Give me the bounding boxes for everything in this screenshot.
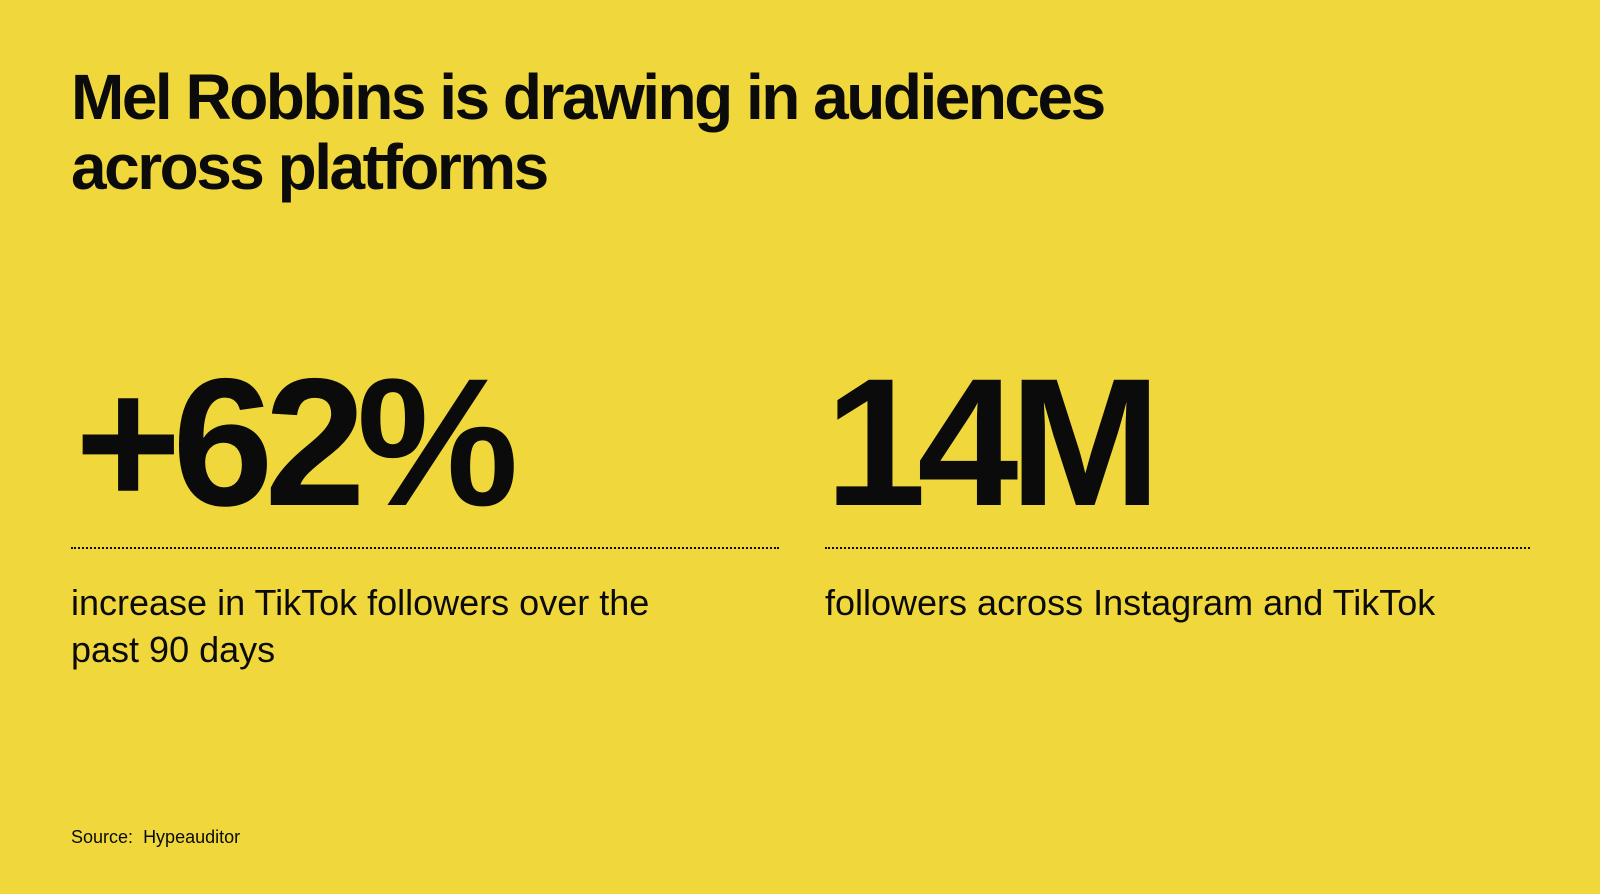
stat-caption: increase in TikTok followers over the pa… (71, 582, 650, 670)
source-value: Hypeauditor (143, 827, 241, 847)
stat-value: +62% (75, 340, 519, 544)
source-label: Source: (71, 827, 134, 847)
stat-tiktok-growth: +62% increase in TikTok followers over t… (71, 340, 779, 673)
page-title: Mel Robbins is drawing in audiences acro… (71, 61, 1106, 203)
dotted-divider (71, 547, 779, 549)
source-note: Source: Hypeauditor (71, 826, 240, 848)
stat-value: 14M (825, 340, 1161, 544)
stat-caption: followers across Instagram and TikTok (825, 582, 1436, 623)
dotted-divider (825, 547, 1530, 549)
stat-total-followers: 14M followers across Instagram and TikTo… (825, 340, 1530, 626)
